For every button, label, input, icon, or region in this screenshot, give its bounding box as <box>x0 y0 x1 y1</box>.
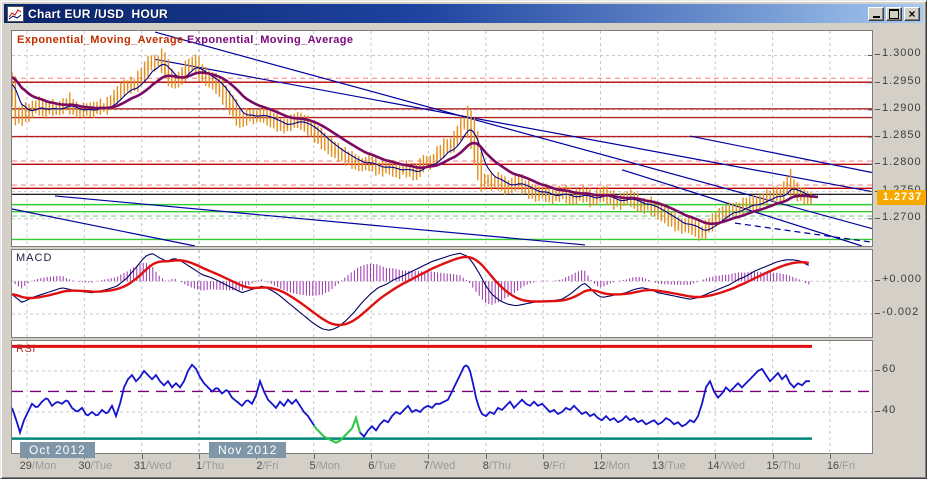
time-axis: 29/Mon 30/Tue 31/Wed 1/Thu 2/Fri 5/Mon 6/Tue 7/… <box>4 454 924 476</box>
day-label: 15/Thu <box>766 460 801 472</box>
day-label: 12/Mon <box>593 460 630 472</box>
day-label: 6/Tue <box>368 460 396 472</box>
price-axis-label: 1.2700 <box>882 210 922 223</box>
day-label: 13/Tue <box>651 460 686 472</box>
axis-tick <box>875 410 880 412</box>
rsi-axis-label: 60 <box>882 362 897 375</box>
time-axis-tick <box>657 454 659 459</box>
minimize-icon <box>872 16 880 18</box>
close-icon: × <box>908 6 916 21</box>
macd-panel: MACD <box>11 249 873 338</box>
day-label: 8/Thu <box>482 460 511 472</box>
price-axis-label: 1.3000 <box>882 47 922 60</box>
axis-tick <box>875 81 880 83</box>
day-label: 29/Mon <box>19 460 57 472</box>
axis-tick <box>875 108 880 110</box>
maximize-button[interactable] <box>886 6 902 21</box>
day-label: 14/Wed <box>707 460 746 472</box>
axis-tick <box>875 136 880 138</box>
time-axis-tick <box>485 454 487 459</box>
ema-legend-1: Exponential_Moving_Average <box>17 34 184 46</box>
rsi-label: RSI <box>16 343 36 355</box>
macd-canvas[interactable] <box>12 250 872 337</box>
month-badge-oct: Oct 2012 <box>20 442 95 458</box>
day-label: 30/Tue <box>78 460 113 472</box>
time-axis-tick <box>428 454 430 459</box>
axis-tick <box>875 313 880 315</box>
price-axis-label: 1.2850 <box>882 129 922 142</box>
chart-window-icon <box>7 5 24 22</box>
day-label: 31/Wed <box>133 460 172 472</box>
rsi-canvas[interactable] <box>12 341 872 453</box>
day-label: 7/Wed <box>423 460 456 472</box>
day-label: 2/Fri <box>256 460 279 472</box>
axis-tick <box>875 163 880 165</box>
month-badge-nov: Nov 2012 <box>209 442 287 458</box>
price-chart-canvas[interactable] <box>12 31 872 246</box>
ema-legend-2: Exponential_Moving_Average <box>186 34 354 46</box>
day-label: 1/Thu <box>195 460 225 472</box>
time-axis-tick <box>829 454 831 459</box>
current-price-tag: 1.2737 <box>877 190 926 206</box>
time-axis-tick <box>543 454 545 459</box>
price-axis-label: 1.2800 <box>882 156 922 169</box>
maximize-icon <box>889 8 899 19</box>
rsi-panel: RSI <box>11 340 873 454</box>
rsi-axis-label: 40 <box>882 403 897 416</box>
axis-tick <box>875 280 880 282</box>
macd-label: MACD <box>16 252 53 264</box>
close-button[interactable]: × <box>904 6 920 21</box>
time-axis-tick <box>371 454 373 459</box>
day-label: 9/Fri <box>543 460 566 472</box>
macd-axis-label: +0.000 <box>882 273 922 286</box>
time-axis-tick <box>141 454 143 459</box>
minimize-button[interactable] <box>868 6 884 21</box>
axis-tick <box>875 217 880 219</box>
day-label: 16/Fri <box>826 460 855 472</box>
ema-legend: Exponential_Moving_Average Exponential_M… <box>17 34 353 46</box>
price-axis-label: 1.2900 <box>882 101 922 114</box>
time-axis-tick <box>772 454 774 459</box>
title-bar[interactable]: Chart EUR /USD HOUR × <box>4 4 923 23</box>
macd-axis-label: -0.002 <box>882 306 920 319</box>
day-label: 5/Mon <box>309 460 341 472</box>
axis-tick <box>875 369 880 371</box>
chart-client-area: Exponential_Moving_Average Exponential_M… <box>4 24 926 476</box>
axis-tick <box>875 54 880 56</box>
time-axis-tick <box>715 454 717 459</box>
window-title: Chart EUR /USD HOUR <box>28 6 169 21</box>
price-chart-panel: Exponential_Moving_Average Exponential_M… <box>11 30 873 247</box>
time-axis-tick <box>199 454 201 459</box>
price-axis-label: 1.2950 <box>882 74 922 87</box>
time-axis-tick <box>600 454 602 459</box>
time-axis-tick <box>313 454 315 459</box>
